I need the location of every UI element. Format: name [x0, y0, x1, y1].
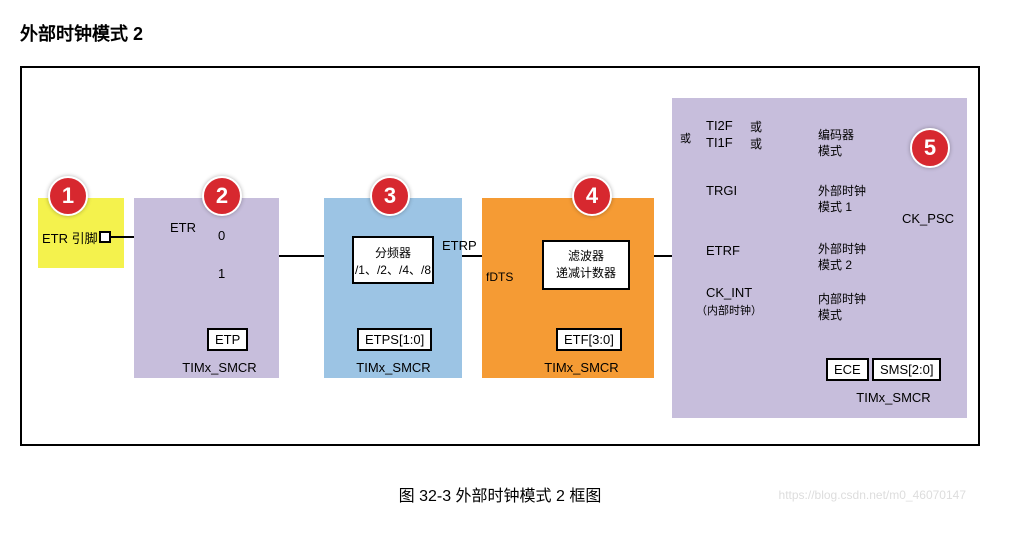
badge-4: 4: [572, 176, 612, 216]
diagram-frame: ETR 引脚: [20, 66, 980, 446]
watermark: https://blog.csdn.net/m0_46070147: [779, 488, 966, 502]
ext1-l1: 外部时钟: [818, 182, 866, 199]
divider-l2: /1、/2、/4、/8: [354, 261, 432, 278]
ece-label: ECE: [826, 358, 869, 381]
ext2-l1: 外部时钟: [818, 240, 866, 257]
etrp-label: ETRP: [442, 238, 477, 253]
badge-1: 1: [48, 176, 88, 216]
etf-label: ETF[3:0]: [556, 328, 622, 351]
divider-box: 分频器 /1、/2、/4、/8: [352, 236, 434, 284]
filter-l2: 递减计数器: [544, 264, 628, 281]
filter-box: 滤波器 递减计数器: [542, 240, 630, 290]
int-l1: 内部时钟: [818, 290, 866, 307]
etp-label: ETP: [207, 328, 248, 351]
stage2-reg: TIMx_SMCR: [162, 360, 277, 375]
badge-2: 2: [202, 176, 242, 216]
etrf: ETRF: [706, 243, 740, 258]
stage4-reg: TIMx_SMCR: [524, 360, 639, 375]
enc-l1: 编码器: [818, 126, 854, 143]
ti1f: TI1F: [706, 135, 733, 150]
stage2-bg: [134, 198, 279, 378]
int-l2: 模式: [818, 306, 842, 323]
ece-box: ECE: [826, 358, 869, 381]
etr-signal-label: ETR: [170, 220, 196, 235]
ti1f-or: 或: [750, 135, 762, 152]
stage5-reg: TIMx_SMCR: [836, 390, 951, 405]
etf-box: ETF[3:0]: [556, 328, 622, 351]
ti2f-or: 或: [750, 118, 762, 135]
or-small: 或: [680, 130, 691, 146]
ext1-l2: 模式 1: [818, 198, 852, 215]
stage3-reg: TIMx_SMCR: [336, 360, 451, 375]
stage3-bg: [324, 198, 462, 378]
mux-in1: 1: [218, 266, 225, 281]
sms-label: SMS[2:0]: [872, 358, 941, 381]
badge-3: 3: [370, 176, 410, 216]
ck-psc-out: CK_PSC: [902, 211, 954, 226]
filter-l1: 滤波器: [544, 247, 628, 264]
trgi: TRGI: [706, 183, 737, 198]
ckint: CK_INT: [706, 285, 752, 300]
enc-l2: 模式: [818, 142, 842, 159]
badge-5: 5: [910, 128, 950, 168]
divider-l1: 分频器: [354, 244, 432, 261]
sms-box: SMS[2:0]: [872, 358, 941, 381]
ti2f: TI2F: [706, 118, 733, 133]
ckint-sub: （内部时钟）: [696, 302, 762, 318]
etp-box: ETP: [207, 328, 248, 351]
mux-in0: 0: [218, 228, 225, 243]
fdts-label: fDTS: [486, 270, 513, 284]
page-title: 外部时钟模式 2: [20, 20, 1003, 46]
etps-label: ETPS[1:0]: [357, 328, 432, 351]
etps-box: ETPS[1:0]: [357, 328, 432, 351]
ext2-l2: 模式 2: [818, 256, 852, 273]
